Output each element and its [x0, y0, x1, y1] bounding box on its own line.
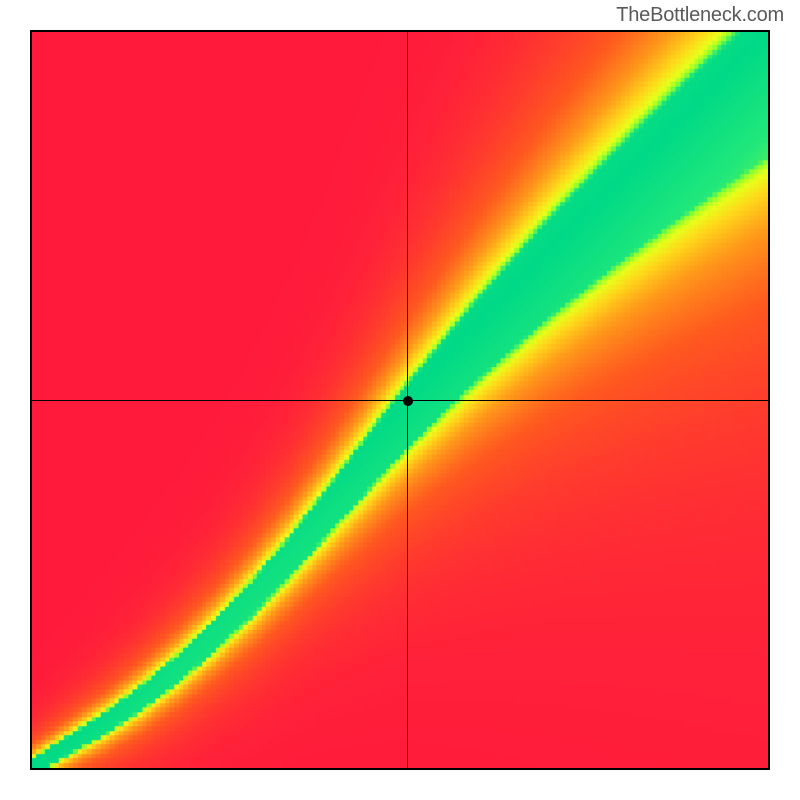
- heatmap-plot: [30, 30, 770, 770]
- crosshair-horizontal: [32, 400, 768, 401]
- marker-point: [403, 396, 413, 406]
- watermark-text: TheBottleneck.com: [616, 4, 784, 27]
